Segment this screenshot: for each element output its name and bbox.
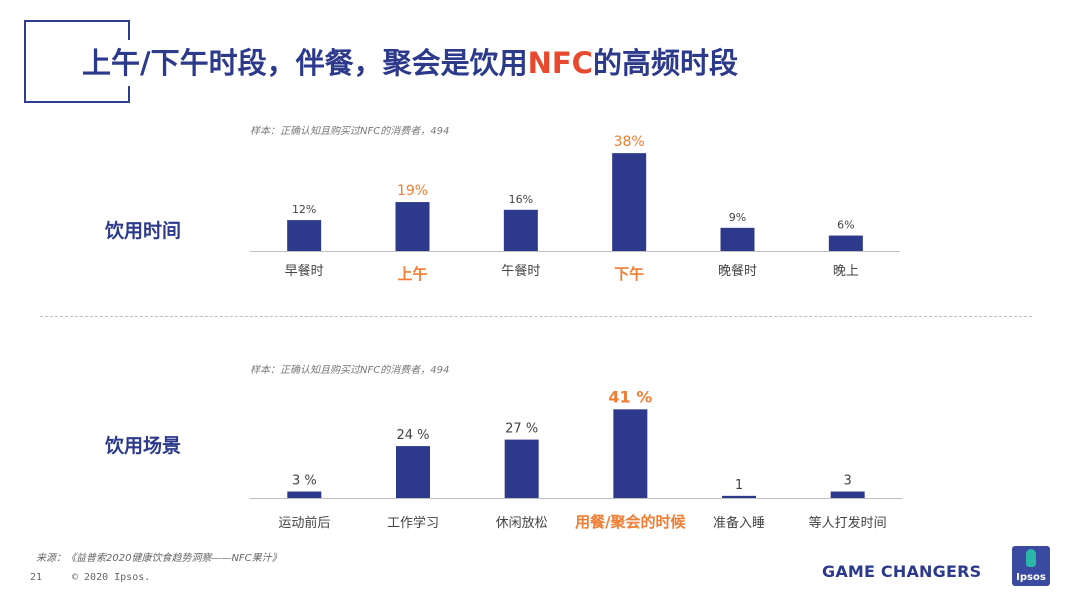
bar-scene-5 — [722, 495, 756, 498]
logo-mark-icon — [1026, 549, 1036, 567]
value-label-scene-3: 27 % — [505, 422, 538, 437]
title-highlight: NFC — [527, 46, 593, 80]
bar-time-4 — [612, 153, 647, 251]
bar-scene-3 — [504, 439, 539, 498]
ipsos-logo: Ipsos — [1012, 546, 1050, 586]
category-label-time-3: 午餐时 — [501, 263, 540, 279]
section-label-scene: 饮用场景 — [105, 435, 182, 457]
section-label-time: 饮用时间 — [105, 220, 182, 242]
value-label-time-3: 16% — [509, 193, 533, 206]
bar-time-1 — [287, 220, 322, 251]
bar-scene-2 — [396, 446, 430, 498]
page-number: 21 — [30, 572, 43, 583]
value-label-scene-6: 3 — [844, 474, 852, 489]
bar-time-6 — [828, 235, 863, 251]
copyright: © 2020 Ipsos. — [72, 572, 151, 583]
category-label-scene-3: 休闲放松 — [496, 516, 548, 531]
category-label-time-6: 晚上 — [833, 264, 859, 279]
category-label-scene-6: 等人打发时间 — [809, 515, 887, 531]
category-label-scene-1: 运动前后 — [278, 515, 330, 531]
logo-text: Ipsos — [1016, 572, 1046, 583]
category-label-scene-2: 工作学习 — [387, 515, 439, 531]
bar-scene-6 — [830, 491, 865, 498]
value-label-time-6: 6% — [837, 219, 854, 232]
value-label-scene-2: 24 % — [396, 428, 429, 443]
value-label-scene-5: 1 — [735, 478, 743, 493]
category-label-scene-5: 准备入睡 — [713, 515, 765, 531]
value-label-scene-1: 3 % — [292, 474, 317, 489]
bar-scene-4 — [613, 409, 648, 498]
source-note: 来源：《益普索2020健康饮食趋势洞察——NFC果汁》 — [36, 553, 282, 564]
value-label-time-5: 9% — [729, 211, 746, 224]
tagline: GAME CHANGERS — [822, 562, 982, 581]
category-label-time-5: 晚餐时 — [718, 263, 757, 279]
value-label-time-1: 12% — [292, 203, 316, 216]
value-label-scene-4: 41 % — [608, 387, 652, 406]
value-label-time-4: 38% — [614, 134, 645, 150]
bar-time-2 — [395, 202, 430, 251]
slide-title: 上午/下午时段，伴餐，聚会是饮用NFC的高频时段 — [80, 40, 744, 86]
section-divider — [40, 316, 1032, 317]
bar-scene-1 — [287, 491, 322, 498]
category-label-scene-4: 用餐/聚会的时候 — [575, 513, 686, 531]
title-prefix: 上午/下午时段，伴餐，聚会是饮用 — [82, 46, 528, 80]
bar-time-3 — [503, 209, 538, 251]
category-label-time-2: 上午 — [397, 265, 427, 283]
category-label-time-4: 下午 — [614, 265, 644, 283]
value-label-time-2: 19% — [397, 183, 428, 199]
sample-note-time: 样本：正确认知且购买过NFC的消费者，494 — [250, 126, 450, 137]
category-label-time-1: 早餐时 — [285, 263, 324, 279]
title-suffix: 的高频时段 — [592, 46, 738, 80]
bar-time-5 — [720, 227, 755, 251]
sample-note-scene: 样本：正确认知且购买过NFC的消费者，494 — [250, 365, 450, 376]
